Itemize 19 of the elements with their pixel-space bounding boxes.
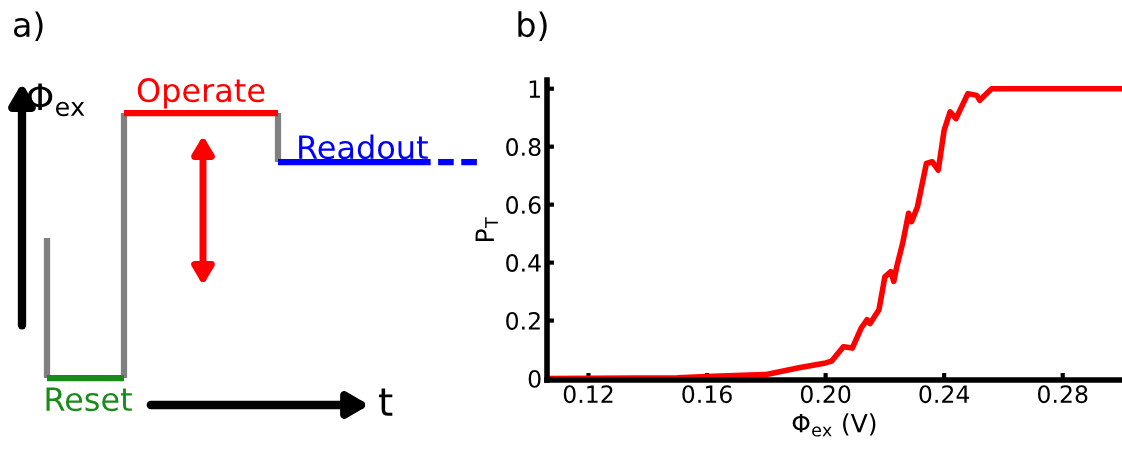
y-tick-label: 0.4	[506, 254, 541, 272]
y-tick-label: 0	[528, 370, 541, 388]
text: t	[379, 388, 393, 416]
text: Readout	[299, 134, 428, 160]
y-axis-title: P$_{T}$	[475, 217, 498, 241]
text: Reset	[46, 387, 132, 412]
x-tick-label: 0.24	[919, 385, 970, 404]
text: Operate	[137, 78, 265, 109]
chart-title: b)	[518, 11, 547, 42]
x-tick-label: 0.20	[800, 385, 851, 404]
text: a)	[14, 11, 43, 42]
y-tick-label: 0.2	[506, 312, 540, 330]
x-tick-label: 0.16	[682, 385, 732, 404]
y-tick-label: 0.6	[506, 196, 541, 214]
x-tick-label: 0.12	[563, 385, 613, 404]
y-tick-label: 1	[529, 80, 540, 98]
x-axis-title: Φ$_{ex}$ (V)	[792, 413, 876, 437]
y-tick-label: 0.8	[506, 138, 541, 156]
x-tick-label: 0.28	[1037, 385, 1088, 404]
